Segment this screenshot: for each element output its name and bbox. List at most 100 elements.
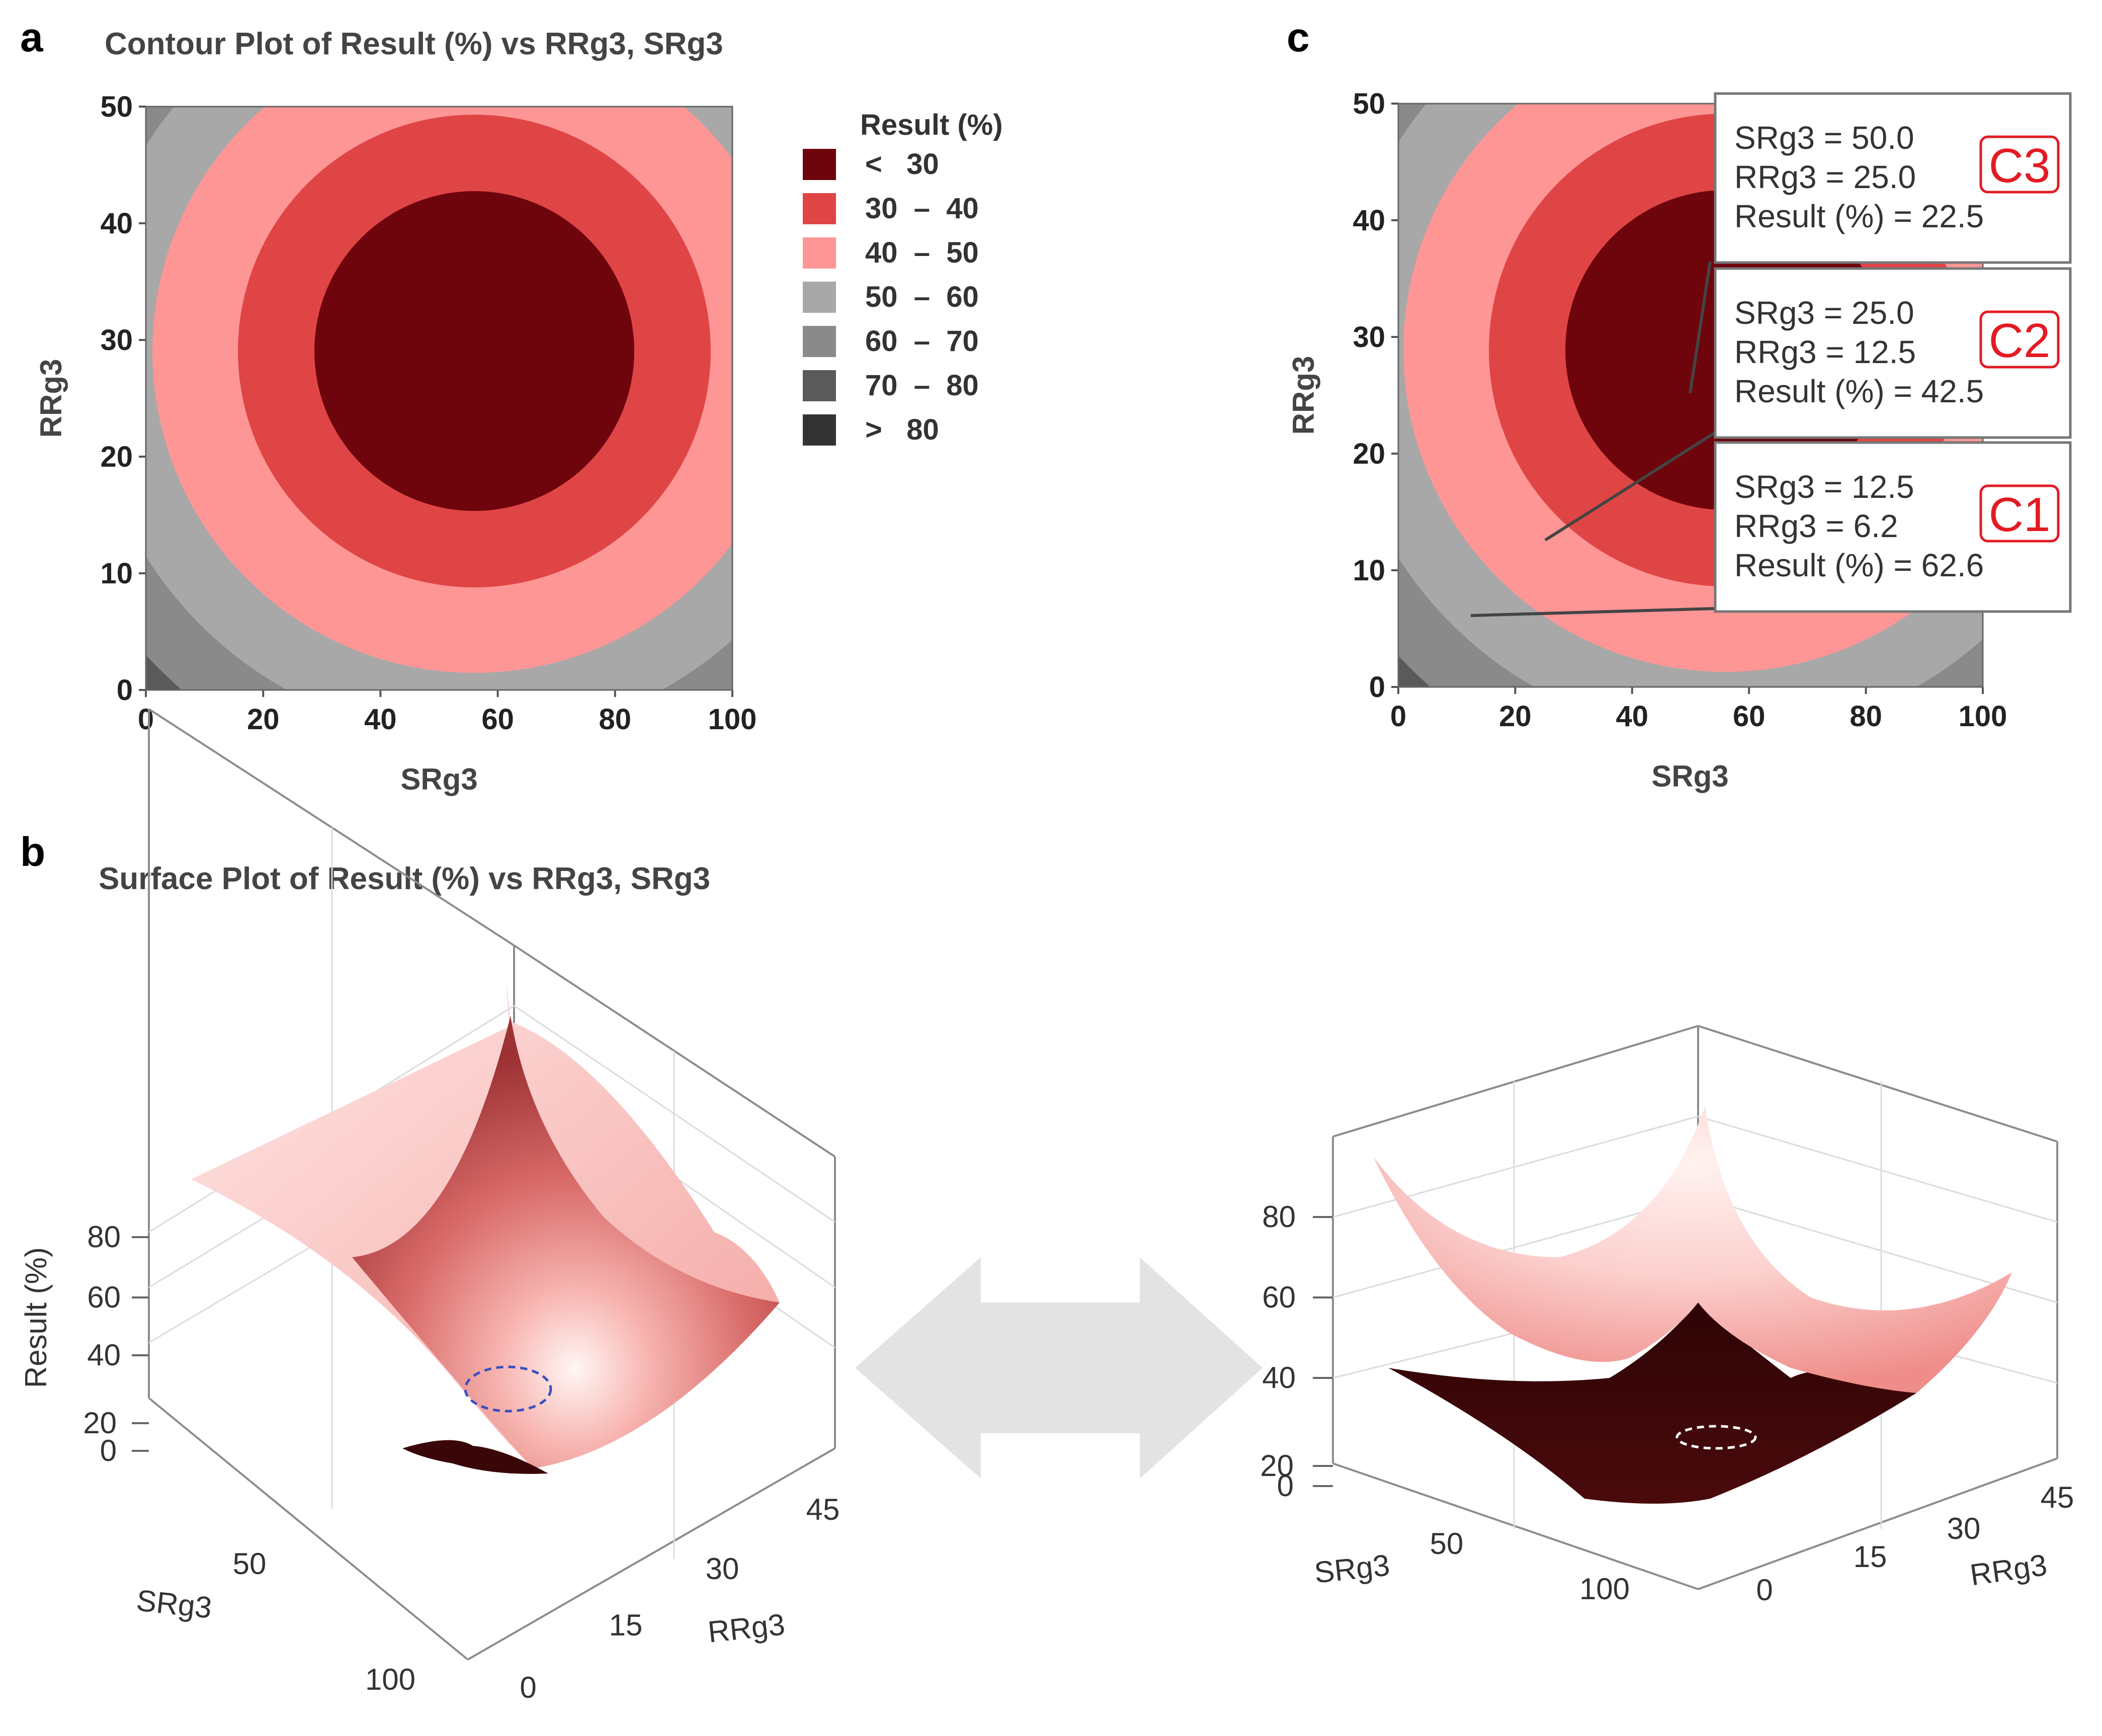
callout-line-c2-1: RRg3 = 12.5 [1734,334,1916,370]
surface-right-xlabel: SRg3 [1313,1548,1391,1589]
surface-left-dark-rim [402,1440,548,1474]
callout-tag-c1: C1 [1989,488,2051,542]
y-axis-label-c: RRg3 [1287,356,1320,435]
legend-swatch-6 [803,414,836,446]
x-tick-label-c-1: 20 [1499,700,1532,733]
legend-swatch-3 [803,282,836,313]
y-tick-label-c-2: 20 [1353,438,1385,470]
x-tick-label-a-4: 80 [599,703,632,736]
surface-right-z-tick-1: 60 [1262,1280,1296,1314]
surface-right-z-tick-4: 0 [1277,1469,1294,1503]
surface-right-x-tick-0: 50 [1430,1527,1464,1560]
surface-right-underside [1388,1303,1916,1504]
y-axis-label-a: RRg3 [34,359,68,438]
y-tick-label-c-0: 0 [1369,671,1385,704]
callout-tag-c2: C2 [1989,314,2051,368]
legend-title: Result (%) [860,109,1003,141]
callout-tag-box-c2 [1979,310,2060,369]
surface-right-y-tick-0: 45 [2041,1481,2074,1514]
contour-fill-a [146,107,732,690]
surface-chart-title: Surface Plot of Result (%) vs RRg3, SRg3 [99,861,711,896]
surface-left-y-tick-0: 45 [806,1493,840,1526]
y-tick-label-a-2: 20 [100,441,133,473]
callout-line-c1-1: RRg3 = 6.2 [1734,508,1898,544]
legend-items: < 30 30 – 40 40 – 50 50 – 60 60 – 70 70 – 80 >… [803,148,979,446]
surface-right-y-tick-3: 0 [1756,1573,1773,1607]
y-tick-label-a-4: 40 [100,207,133,240]
minimum-marker-left [464,1365,552,1413]
callout-line-c1-0: SRg3 = 12.5 [1734,469,1914,505]
callout-tag-box-c1 [1979,484,2060,543]
legend-label-4: 60 – 70 [865,325,979,358]
callout-line-c2-0: SRg3 = 25.0 [1734,295,1914,331]
callout-tag-box-c3 [1979,135,2060,194]
legend-label-5: 70 – 80 [865,369,979,402]
x-axis-label-c: SRg3 [1651,759,1728,793]
surface-left-x-tick-0: 50 [233,1547,267,1581]
plot-frame-a [145,106,733,691]
y-tick-label-a-1: 10 [100,557,133,590]
surface-right-z-tick-0: 80 [1262,1200,1296,1234]
surface-right-ylabel: RRg3 [1968,1548,2049,1592]
y-tick-label-c-1: 10 [1353,554,1385,587]
legend-swatch-5 [803,370,836,401]
x-tick-label-a-0: 0 [138,703,154,736]
x-tick-label-c-3: 60 [1733,700,1765,733]
callout-line-c2-2: Result (%) = 42.5 [1734,373,1984,409]
callout-line-c3-0: SRg3 = 50.0 [1734,120,1914,156]
surface-left-back [352,1016,780,1468]
surface-right-z-tick-3: 20 [1260,1449,1294,1483]
surface-left-z-tick-2: 40 [87,1338,121,1372]
legend-swatch-2 [803,237,836,269]
surface-left-zlabel: Result (%) [19,1247,53,1388]
surface-right-top [1373,1106,2012,1393]
surface-left-z-tick-1: 60 [87,1280,121,1314]
surface-right-y-tick-1: 30 [1947,1512,1981,1545]
panel-letter-c: c [1287,15,1310,60]
x-axis-label-a: SRg3 [400,762,477,796]
x-tick-label-c-4: 80 [1849,700,1882,733]
surface-left-x-tick-1: 100 [365,1663,415,1696]
legend-label-6: > 80 [865,413,939,446]
callout-line-c1-2: Result (%) = 62.6 [1734,547,1984,583]
legend-swatch-1 [803,193,836,224]
surface-right-x-tick-1: 100 [1579,1572,1630,1606]
legend-swatch-4 [803,326,836,357]
surface-right-z-tick-2: 40 [1262,1361,1296,1395]
panel-letter-b: b [20,829,46,875]
surface-left-y-tick-1: 30 [706,1552,739,1586]
minimum-marker-right [1675,1425,1757,1450]
surface-right-y-tick-2: 15 [1854,1540,1887,1574]
leader-line-c1 [1470,607,1717,617]
surface-left-z-tick-0: 80 [87,1220,121,1254]
callout-line-c3-1: RRg3 = 25.0 [1734,159,1916,195]
surface-left-ylabel: RRg3 [706,1607,787,1649]
x-tick-label-a-3: 60 [481,703,514,736]
y-tick-label-a-0: 0 [117,674,133,707]
legend-swatch-0 [803,149,836,180]
leader-line-c2 [1544,431,1716,542]
callout-tag-c3: C3 [1989,139,2051,193]
x-tick-label-c-0: 0 [1390,700,1406,733]
x-tick-label-a-5: 100 [708,703,757,736]
y-tick-label-c-4: 40 [1353,204,1385,237]
double-arrow [855,1257,1263,1479]
panel-letter-a: a [20,15,43,60]
leader-line-c3 [1689,261,1712,394]
callout-line-c3-2: Result (%) = 22.5 [1734,198,1984,234]
y-tick-label-c-3: 30 [1353,321,1385,354]
surface-left-z-tick-4: 0 [100,1434,117,1467]
x-tick-label-a-2: 40 [364,703,397,736]
contour-axes-a: 0 20 40 60 80 100 0 10 20 30 40 50 [100,91,756,736]
contour-chart-title: Contour Plot of Result (%) vs RRg3, SRg3 [105,27,723,61]
surface-left-y-tick-3: 0 [520,1671,536,1704]
y-tick-label-a-3: 30 [100,324,133,357]
legend-label-3: 50 – 60 [865,281,979,313]
